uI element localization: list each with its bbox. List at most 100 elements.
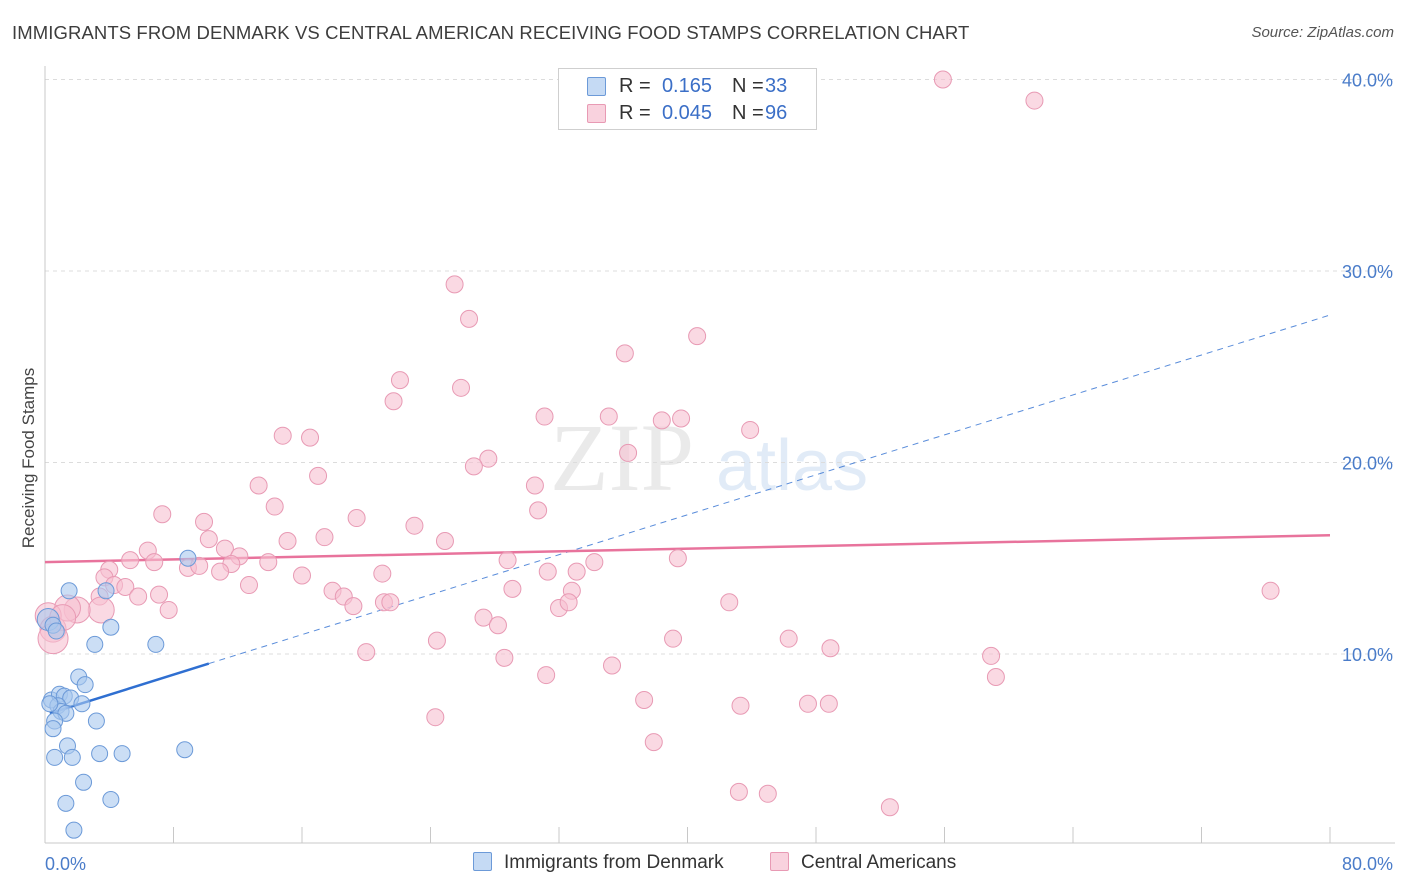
- y-tick-label: 40.0%: [1342, 71, 1393, 91]
- central-americans-point: [503, 579, 522, 598]
- central-americans-point: [880, 798, 899, 817]
- central-americans-point: [498, 551, 517, 570]
- bottom-legend-label: Central Americans: [801, 852, 957, 873]
- central-americans-point: [525, 476, 544, 495]
- central-americans-point: [159, 600, 178, 619]
- bottom-legend-denmark: Immigrants from Denmark: [473, 852, 724, 874]
- central-americans-point: [211, 562, 230, 581]
- central-americans-point: [153, 505, 172, 524]
- central-americans-point: [460, 309, 479, 328]
- central-americans-point: [933, 70, 952, 89]
- central-americans-point: [672, 409, 691, 428]
- central-americans-point: [741, 420, 760, 439]
- denmark-point: [57, 794, 75, 812]
- denmark-point: [102, 618, 120, 636]
- y-tick-label: 20.0%: [1342, 454, 1393, 474]
- central-americans-point: [464, 457, 483, 476]
- gridlines: [45, 79, 1395, 655]
- denmark-point: [102, 791, 120, 809]
- denmark-point: [179, 549, 197, 567]
- denmark-point: [44, 720, 62, 738]
- central-americans-point: [619, 443, 638, 462]
- legend-n-value: 96: [765, 102, 788, 124]
- central-americans-point: [116, 577, 135, 596]
- denmark-point: [76, 676, 94, 694]
- immigrants-from-denmark-points: [36, 549, 197, 839]
- y-tick-label: 10.0%: [1342, 645, 1393, 665]
- central-americans-point: [373, 564, 392, 583]
- central-americans-point: [535, 407, 554, 426]
- central-americans-point: [731, 696, 750, 715]
- central-americans-point: [603, 656, 622, 675]
- legend-row-denmark: R = 0.165 N = 33: [559, 74, 816, 100]
- denmark-point: [176, 741, 194, 759]
- central-americans-points: [34, 70, 1280, 817]
- legend-swatch-blue: [587, 77, 606, 96]
- legend-r-label: R =: [619, 102, 651, 124]
- bottom-legend-label: Immigrants from Denmark: [504, 852, 724, 873]
- central-americans-point: [215, 539, 234, 558]
- denmark-point: [73, 695, 91, 713]
- central-americans-point: [150, 585, 169, 604]
- central-americans-point: [474, 608, 493, 627]
- central-americans-point: [259, 553, 278, 572]
- central-americans-point: [357, 643, 376, 662]
- central-americans-point: [315, 528, 334, 547]
- denmark-trend-extension: [208, 314, 1331, 665]
- y-axis-label: Receiving Food Stamps: [19, 368, 38, 548]
- central-americans-point: [426, 708, 445, 727]
- central-americans-point: [309, 466, 328, 485]
- chart-title: IMMIGRANTS FROM DENMARK VS CENTRAL AMERI…: [12, 22, 970, 43]
- bottom-legend-swatch-pink: [770, 852, 789, 871]
- central-americans-point: [405, 516, 424, 535]
- central-americans-point: [537, 666, 556, 685]
- legend-n-label: N =: [732, 102, 764, 124]
- central-americans-point: [145, 553, 164, 572]
- denmark-point: [60, 582, 78, 600]
- watermark: ZIP atlas: [550, 404, 868, 511]
- central-americans-point: [390, 371, 409, 390]
- axes: [44, 66, 1395, 844]
- bottom-legend-swatch-blue: [473, 852, 492, 871]
- denmark-point: [41, 695, 59, 713]
- watermark-atlas: atlas: [716, 426, 868, 506]
- denmark-point: [65, 821, 83, 839]
- central-americans-point: [982, 646, 1001, 665]
- central-americans-point: [381, 593, 400, 612]
- central-americans-point: [249, 476, 268, 495]
- central-americans-point: [688, 327, 707, 346]
- central-americans-point: [129, 587, 148, 606]
- central-americans-point: [615, 344, 634, 363]
- central-americans-point: [347, 509, 366, 528]
- denmark-point: [147, 635, 165, 653]
- denmark-point: [86, 635, 104, 653]
- denmark-point: [87, 712, 105, 730]
- chart-source: Source: ZipAtlas.com: [1251, 24, 1394, 41]
- central-americans-point: [720, 593, 739, 612]
- central-americans-point: [986, 667, 1005, 686]
- central-americans-point: [538, 562, 557, 581]
- central-americans-point: [664, 629, 683, 648]
- central-americans-point: [435, 532, 454, 551]
- central-americans-point: [635, 690, 654, 709]
- central-americans-point: [495, 648, 514, 667]
- legend-r-label: R =: [619, 75, 651, 97]
- central-americans-point: [821, 639, 840, 658]
- central-americans-point: [559, 593, 578, 612]
- central-americans-point: [199, 530, 218, 549]
- central-americans-point: [668, 549, 687, 568]
- legend-n-value: 33: [765, 75, 788, 97]
- denmark-point: [75, 773, 93, 791]
- central-americans-point: [652, 411, 671, 430]
- central-americans-point: [798, 694, 817, 713]
- central-americans-point: [758, 784, 777, 803]
- central-americans-trend-line: [44, 534, 1331, 564]
- denmark-point: [46, 748, 64, 766]
- denmark-point: [97, 582, 115, 600]
- central-americans-point: [488, 616, 507, 635]
- correlation-legend: R = 0.165 N = 33 R = 0.045 N = 96: [558, 68, 817, 130]
- y-tick-label: 30.0%: [1342, 262, 1393, 282]
- legend-swatch-pink: [587, 104, 606, 123]
- central-americans-point: [779, 629, 798, 648]
